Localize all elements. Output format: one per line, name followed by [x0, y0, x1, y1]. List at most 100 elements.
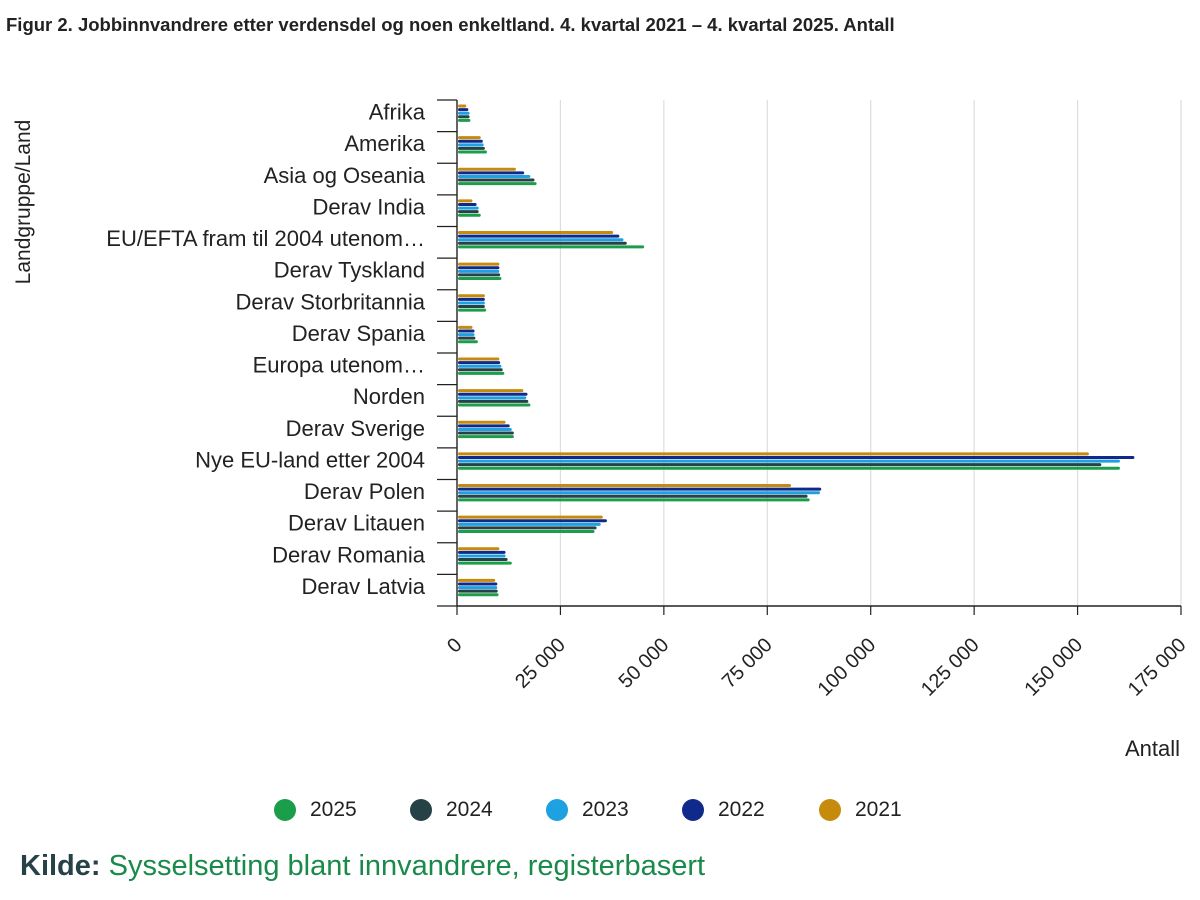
source-label: Kilde:: [20, 850, 101, 882]
bar-2022: [458, 424, 510, 428]
bar-chart: 0 25 000 50 000 75 000 100 000 125 000 150 000…: [12, 99, 1191, 761]
bar-2022: [458, 266, 500, 270]
bar-2025: [458, 530, 595, 534]
bar-2025: [458, 308, 487, 312]
bar-2024: [458, 558, 508, 562]
legend-item-2023[interactable]: 2023: [546, 798, 629, 822]
bar-2023: [458, 396, 527, 400]
legend-label: 2021: [855, 798, 902, 821]
bar-2025: [458, 245, 645, 249]
bar-2021: [458, 420, 506, 424]
bar-2021: [458, 389, 524, 393]
bar-2023: [458, 554, 506, 558]
bar-2025: [458, 561, 512, 565]
legend-item-2024[interactable]: 2024: [410, 798, 493, 822]
bar-2024: [458, 241, 627, 245]
bar-2024: [458, 399, 529, 403]
category-label: Derav Tyskland: [274, 258, 425, 283]
category-label: Derav India: [312, 194, 425, 219]
category-label: Derav Sverige: [286, 416, 425, 441]
legend-swatch: [682, 799, 704, 821]
legend-label: 2023: [582, 798, 629, 821]
source-link[interactable]: Sysselsetting blant innvandrere, registe…: [108, 850, 706, 882]
bar-2025: [458, 150, 487, 154]
category-label: Derav Polen: [304, 479, 425, 504]
bar-2021: [458, 452, 1089, 456]
bar-2024: [458, 210, 479, 214]
bar-2024: [458, 463, 1102, 467]
bar-2023: [458, 238, 624, 242]
bar-2025: [458, 182, 537, 186]
bar-2022: [458, 455, 1135, 459]
x-tick-label: 50 000: [615, 634, 674, 693]
bar-2025: [458, 118, 471, 122]
legend-item-2025[interactable]: 2025: [274, 798, 357, 822]
chart-title: Figur 2. Jobbinnvandrere etter verdensde…: [6, 14, 895, 35]
bar-2025: [458, 213, 481, 217]
bar-2023: [458, 459, 1120, 463]
bar-2023: [458, 269, 500, 273]
category-label: Nye EU-land etter 2004: [195, 447, 425, 472]
bar-2023: [458, 301, 485, 305]
axes: 0 25 000 50 000 75 000 100 000 125 000 150 000…: [106, 99, 1191, 701]
bar-2022: [458, 582, 498, 586]
bar-2021: [458, 167, 516, 171]
bar-2025: [458, 593, 499, 597]
legend-label: 2022: [718, 798, 765, 821]
bar-2024: [458, 336, 476, 340]
bar-2022: [458, 202, 477, 206]
bar-2024: [458, 178, 535, 182]
bar-2022: [458, 329, 475, 333]
bar-2025: [458, 403, 531, 407]
category-label: Derav Romania: [272, 542, 426, 567]
bar-2023: [458, 427, 512, 431]
bar-2024: [458, 494, 808, 498]
x-tick-label: 150 000: [1020, 634, 1087, 701]
bar-2021: [458, 231, 614, 234]
bar-2025: [458, 466, 1120, 470]
bar-2022: [458, 519, 607, 523]
bar-2022: [458, 550, 506, 554]
legend-label: 2024: [446, 798, 493, 821]
grid-lines: [559, 100, 1182, 606]
bar-2024: [458, 431, 514, 435]
bar-2023: [458, 586, 498, 590]
category-label: Asia og Oseania: [264, 163, 426, 188]
legend: 2025 2024 2023 2022 2021: [0, 798, 1200, 830]
bar-2024: [458, 115, 470, 119]
bar-2021: [458, 547, 500, 551]
bar-2023: [458, 491, 820, 495]
bars: [458, 104, 1135, 597]
category-label: Europa utenom…: [253, 353, 425, 378]
bar-2021: [458, 578, 496, 582]
category-label: Norden: [353, 384, 425, 409]
legend-swatch: [410, 799, 432, 821]
legend-item-2021[interactable]: 2021: [819, 798, 902, 822]
bar-2024: [458, 146, 485, 150]
category-label: Derav Litauen: [288, 511, 425, 536]
x-tick-label: 75 000: [718, 634, 777, 693]
bar-2022: [458, 297, 485, 301]
bar-2024: [458, 526, 597, 530]
legend-swatch: [819, 799, 841, 821]
bar-2021: [458, 136, 481, 140]
bar-2021: [458, 104, 467, 108]
bar-2025: [458, 371, 505, 375]
bar-2021: [458, 484, 792, 487]
bar-2021: [458, 199, 473, 203]
source-line: Kilde: Sysselsetting blant innvandrere, …: [20, 850, 705, 883]
bar-2022: [458, 139, 483, 143]
category-label: Afrika: [369, 100, 426, 125]
x-tick-label: 100 000: [814, 634, 881, 701]
bar-2023: [458, 111, 470, 115]
bar-2024: [458, 273, 501, 277]
x-tick-label: 0: [443, 634, 466, 657]
bar-2021: [458, 357, 500, 361]
legend-item-2022[interactable]: 2022: [682, 798, 765, 822]
x-tick-label: 175 000: [1124, 634, 1191, 701]
bar-2022: [458, 487, 822, 491]
bar-2022: [458, 361, 501, 365]
x-tick-label: 125 000: [917, 634, 984, 701]
bar-2022: [458, 171, 525, 175]
bar-2021: [458, 515, 603, 519]
